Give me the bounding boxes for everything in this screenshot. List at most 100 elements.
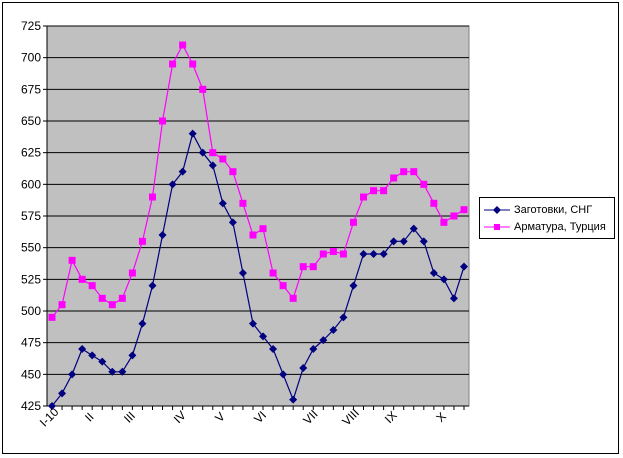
data-point-series-1 bbox=[68, 370, 77, 379]
legend-label-series-2: Арматура, Турция bbox=[514, 221, 606, 233]
data-point-series-2 bbox=[269, 269, 277, 277]
data-point-series-1 bbox=[299, 364, 308, 372]
data-point-series-1 bbox=[228, 218, 237, 227]
y-tick-label: 625 bbox=[21, 146, 41, 160]
data-point-series-1 bbox=[168, 180, 177, 189]
y-tick-label: 675 bbox=[21, 82, 41, 96]
data-point-series-2 bbox=[148, 193, 156, 201]
x-tick-label: X bbox=[433, 409, 449, 425]
x-tick-label: II bbox=[82, 410, 97, 425]
y-tick-label: 425 bbox=[21, 399, 41, 413]
data-point-series-1 bbox=[188, 129, 197, 138]
data-point-series-1 bbox=[78, 345, 87, 353]
data-point-series-1 bbox=[108, 367, 117, 376]
data-point-series-1 bbox=[369, 250, 378, 258]
data-point-series-1 bbox=[339, 313, 348, 322]
data-point-series-1 bbox=[88, 351, 97, 360]
x-tick-label: IX bbox=[382, 408, 400, 426]
data-point-series-1 bbox=[198, 148, 207, 157]
data-point-series-1 bbox=[248, 319, 257, 328]
data-point-series-1 bbox=[319, 336, 328, 345]
data-point-series-2 bbox=[199, 85, 207, 93]
data-point-series-1 bbox=[269, 345, 278, 353]
data-point-series-1 bbox=[138, 319, 147, 328]
data-point-series-2 bbox=[360, 193, 368, 201]
data-point-series-2 bbox=[138, 237, 146, 245]
data-point-series-2 bbox=[309, 263, 317, 271]
data-point-series-2 bbox=[289, 294, 297, 302]
data-point-series-2 bbox=[128, 269, 136, 277]
data-point-series-1 bbox=[349, 281, 358, 290]
y-tick-label: 600 bbox=[21, 177, 41, 191]
data-point-series-2 bbox=[209, 149, 217, 157]
data-point-series-1 bbox=[309, 345, 318, 353]
data-point-series-1 bbox=[389, 237, 398, 246]
data-point-series-1 bbox=[208, 161, 217, 170]
data-point-series-2 bbox=[78, 275, 86, 283]
data-point-series-1 bbox=[238, 269, 247, 277]
data-point-series-2 bbox=[319, 250, 327, 258]
data-point-series-1 bbox=[58, 389, 67, 398]
data-point-series-1 bbox=[118, 367, 127, 376]
x-tick-label: VI bbox=[251, 408, 269, 426]
legend-diamond-marker-icon bbox=[484, 206, 510, 214]
y-tick-label: 650 bbox=[21, 114, 41, 128]
data-point-series-1 bbox=[98, 357, 107, 366]
chart-frame: 425 450 475 500 525 550 575 600 625 650 675 700 725 I… bbox=[2, 2, 619, 454]
data-point-series-2 bbox=[219, 155, 227, 163]
y-tick-label: 500 bbox=[21, 304, 41, 318]
x-tick-label: VII bbox=[300, 407, 320, 427]
data-point-series-1 bbox=[429, 269, 438, 277]
data-point-series-2 bbox=[299, 263, 307, 271]
data-point-series-2 bbox=[460, 206, 468, 214]
data-point-series-1 bbox=[158, 231, 167, 239]
data-point-series-1 bbox=[359, 250, 368, 258]
data-point-series-1 bbox=[379, 250, 388, 258]
data-point-series-2 bbox=[279, 282, 287, 290]
y-tick-label: 575 bbox=[21, 209, 41, 223]
y-tick-label: 725 bbox=[21, 19, 41, 33]
data-point-series-1 bbox=[178, 167, 187, 176]
data-point-series-1 bbox=[279, 370, 288, 379]
data-point-series-2 bbox=[349, 218, 357, 226]
data-point-series-2 bbox=[259, 225, 267, 233]
data-point-series-1 bbox=[409, 224, 418, 233]
y-tick-label: 475 bbox=[21, 336, 41, 350]
y-tick-label: 700 bbox=[21, 51, 41, 65]
data-point-series-2 bbox=[430, 199, 438, 207]
line-chart: 425 450 475 500 525 550 575 600 625 650 675 700 725 I… bbox=[21, 19, 470, 429]
y-tick-label: 450 bbox=[21, 367, 41, 381]
data-point-series-2 bbox=[239, 199, 247, 207]
data-point-series-2 bbox=[380, 187, 388, 195]
data-point-series-2 bbox=[410, 168, 418, 176]
data-point-series-2 bbox=[68, 256, 76, 264]
legend: Заготовки, СНГ Арматура, Турция bbox=[479, 197, 615, 239]
data-point-series-2 bbox=[48, 313, 56, 321]
data-point-series-2 bbox=[339, 250, 347, 258]
data-point-series-2 bbox=[450, 212, 458, 220]
data-point-series-1 bbox=[218, 199, 227, 208]
y-tick-label: 525 bbox=[21, 272, 41, 286]
data-point-series-1 bbox=[419, 237, 428, 246]
data-point-series-1 bbox=[259, 332, 268, 341]
data-point-series-2 bbox=[179, 41, 187, 49]
data-point-series-1 bbox=[439, 275, 448, 284]
data-point-series-2 bbox=[390, 174, 398, 182]
x-tick-label: V bbox=[212, 409, 228, 425]
legend-label-series-1: Заготовки, СНГ bbox=[514, 204, 593, 216]
data-point-series-1 bbox=[128, 351, 137, 360]
data-point-series-2 bbox=[118, 294, 126, 302]
data-point-series-2 bbox=[329, 247, 337, 255]
data-point-series-2 bbox=[249, 231, 257, 239]
data-point-series-2 bbox=[169, 60, 177, 68]
x-tick-label: III bbox=[121, 409, 138, 426]
data-point-series-1 bbox=[329, 326, 338, 334]
data-point-series-2 bbox=[440, 218, 448, 226]
data-point-series-1 bbox=[148, 281, 157, 290]
data-point-series-2 bbox=[58, 301, 66, 309]
data-point-series-2 bbox=[370, 187, 378, 195]
data-point-series-2 bbox=[420, 180, 428, 188]
data-point-series-2 bbox=[189, 60, 197, 68]
data-point-series-1 bbox=[449, 294, 458, 303]
legend-square-marker-icon bbox=[484, 224, 510, 230]
